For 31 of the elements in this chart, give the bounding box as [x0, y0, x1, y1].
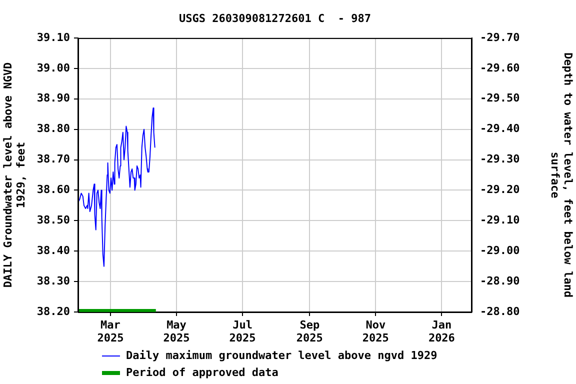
legend-label: Period of approved data — [126, 366, 278, 379]
y-tick-label: 39.00 — [36, 61, 70, 74]
y2-tick-label: -29.70 — [480, 30, 520, 44]
x-tick-label: Jul 2025 — [229, 318, 256, 345]
y-tick-label: 38.60 — [36, 183, 70, 196]
y-tick-label: 38.70 — [36, 152, 70, 166]
x-tick-label: Nov 2025 — [362, 318, 389, 345]
y-tick-label: 39.10 — [36, 30, 70, 44]
y2-tick-label: -29.40 — [480, 122, 520, 136]
y-tick-label: 38.80 — [36, 122, 70, 136]
x-tick-label: Sep 2025 — [296, 318, 323, 345]
x-tick-label: Mar 2025 — [97, 318, 124, 345]
y2-tick-label: -29.00 — [480, 244, 520, 257]
legend-label: Daily maximum groundwater level above ngvd 1929 — [126, 348, 438, 362]
y-tick-label: 38.20 — [36, 304, 70, 318]
y2-tick-label: -29.30 — [480, 152, 520, 166]
y2-tick-label: -29.20 — [480, 183, 520, 196]
y-tick-label: 38.50 — [36, 214, 70, 227]
chart-title: USGS 260309081272601 C - 987 — [178, 12, 372, 25]
y2-tick-label: -28.90 — [480, 274, 520, 288]
y2-tick-label: -29.50 — [480, 92, 520, 105]
y-tick-label: 38.90 — [36, 92, 70, 105]
y2-tick-label: -28.80 — [480, 304, 520, 318]
y-axis-title: DAILY Groundwater level above NGVD 1929, feet — [1, 62, 28, 288]
y-tick-label: 38.40 — [36, 244, 70, 257]
y-tick-label: 38.30 — [36, 274, 70, 288]
x-tick-label: May 2025 — [163, 318, 190, 345]
y2-tick-label: -29.10 — [480, 214, 520, 227]
x-tick-label: Jan 2026 — [428, 318, 456, 345]
y2-tick-label: -29.60 — [480, 61, 520, 74]
y2-axis-title: Depth to water level, feet below land surface — [548, 52, 575, 298]
